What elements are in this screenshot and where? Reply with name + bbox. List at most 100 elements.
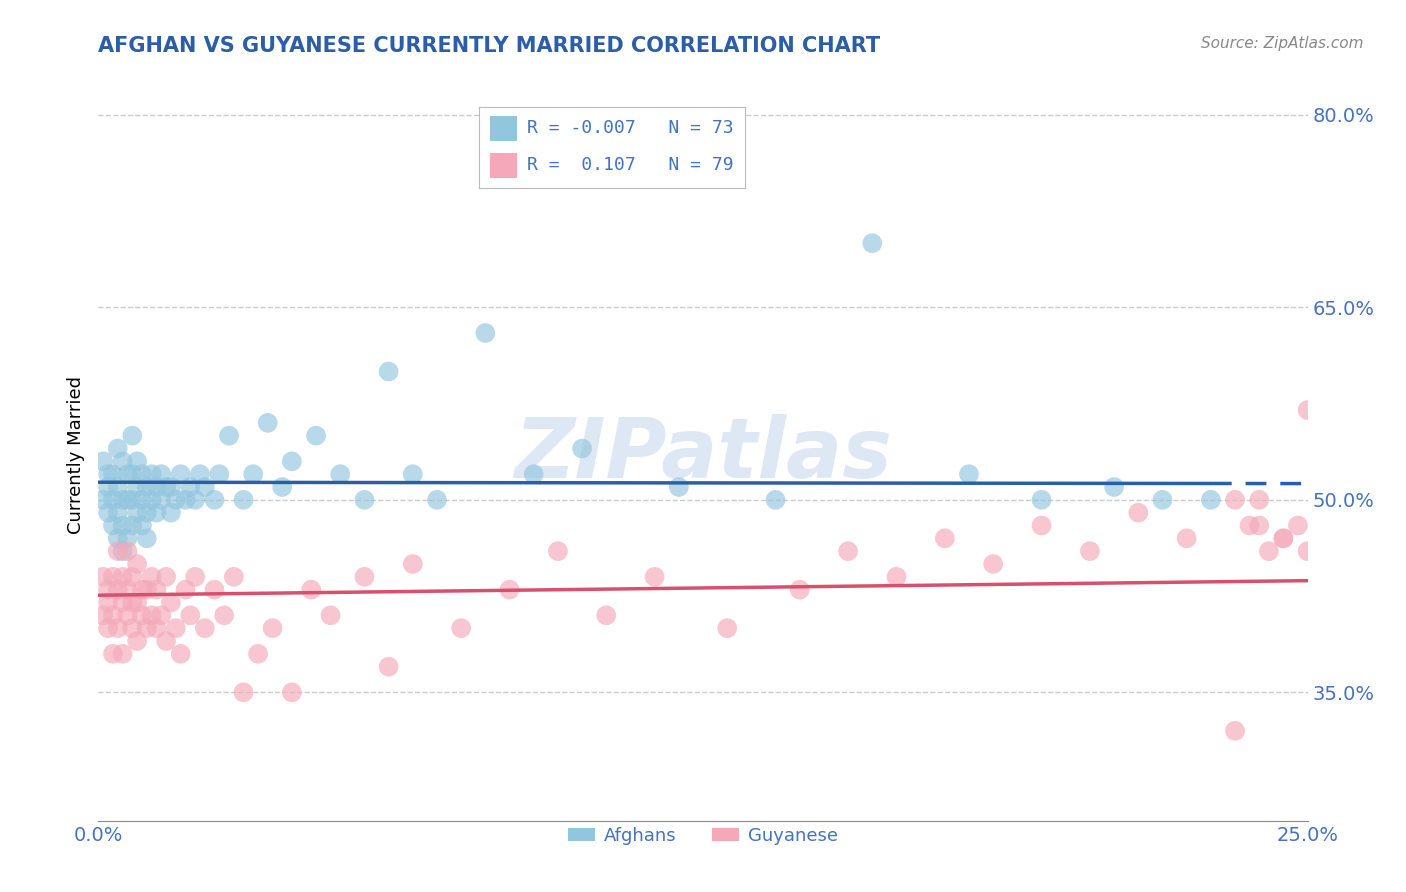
Point	[107, 480, 129, 494]
Point	[184, 570, 207, 584]
Point	[1223, 492, 1246, 507]
Point	[135, 621, 157, 635]
Point	[184, 492, 207, 507]
Point	[1031, 492, 1053, 507]
Point	[218, 428, 240, 442]
Point	[174, 492, 197, 507]
Point	[450, 621, 472, 635]
Point	[111, 595, 134, 609]
Text: AFGHAN VS GUYANESE CURRENTLY MARRIED CORRELATION CHART: AFGHAN VS GUYANESE CURRENTLY MARRIED COR…	[98, 36, 880, 55]
Point	[97, 480, 120, 494]
Point	[150, 492, 173, 507]
Point	[402, 467, 425, 482]
Point	[222, 570, 245, 584]
Point	[145, 480, 167, 494]
Point	[107, 506, 129, 520]
Point	[262, 621, 284, 635]
Point	[117, 492, 139, 507]
Point	[644, 570, 666, 584]
Point	[141, 467, 163, 482]
Point	[1296, 544, 1319, 558]
Point	[174, 582, 197, 597]
Point	[135, 532, 157, 546]
Point	[319, 608, 342, 623]
Point	[765, 492, 787, 507]
Point	[107, 621, 129, 635]
Point	[1128, 506, 1150, 520]
Point	[789, 582, 811, 597]
Point	[111, 570, 134, 584]
Point	[1223, 723, 1246, 738]
Point	[595, 608, 617, 623]
Point	[121, 467, 143, 482]
Point	[1286, 518, 1309, 533]
Point	[111, 647, 134, 661]
Point	[160, 595, 183, 609]
Point	[127, 480, 149, 494]
Point	[204, 492, 226, 507]
Point	[141, 608, 163, 623]
Point	[117, 582, 139, 597]
Point	[281, 454, 304, 468]
Point	[141, 492, 163, 507]
Point	[127, 506, 149, 520]
Point	[165, 621, 187, 635]
Point	[135, 582, 157, 597]
Point	[135, 480, 157, 494]
Point	[117, 544, 139, 558]
Point	[91, 454, 114, 468]
Point	[934, 532, 956, 546]
Point	[498, 582, 520, 597]
Point	[571, 442, 593, 456]
Point	[160, 480, 183, 494]
Point	[860, 236, 883, 251]
Point	[117, 608, 139, 623]
Point	[107, 442, 129, 456]
Point	[981, 557, 1004, 571]
Point	[121, 492, 143, 507]
Point	[194, 480, 217, 494]
Point	[127, 557, 149, 571]
Point	[107, 544, 129, 558]
Point	[131, 492, 153, 507]
Point	[547, 544, 569, 558]
Point	[353, 570, 375, 584]
Point	[121, 518, 143, 533]
Point	[155, 480, 177, 494]
Point	[91, 492, 114, 507]
Point	[426, 492, 449, 507]
Point	[91, 608, 114, 623]
Point	[135, 506, 157, 520]
Point	[232, 492, 254, 507]
Point	[402, 557, 425, 571]
Point	[377, 364, 399, 378]
Point	[101, 570, 124, 584]
Point	[101, 467, 124, 482]
Point	[1031, 518, 1053, 533]
Point	[329, 467, 352, 482]
Point	[523, 467, 546, 482]
Point	[127, 634, 149, 648]
Point	[111, 544, 134, 558]
Point	[97, 582, 120, 597]
Point	[194, 621, 217, 635]
Y-axis label: Currently Married: Currently Married	[66, 376, 84, 534]
Point	[150, 608, 173, 623]
Text: Source: ZipAtlas.com: Source: ZipAtlas.com	[1201, 36, 1364, 51]
Point	[1257, 544, 1279, 558]
Point	[127, 454, 149, 468]
Point	[1296, 403, 1319, 417]
Point	[117, 467, 139, 482]
Point	[141, 570, 163, 584]
Point	[145, 506, 167, 520]
Point	[131, 608, 153, 623]
Point	[131, 467, 153, 482]
Text: ZIPatlas: ZIPatlas	[515, 415, 891, 495]
Point	[179, 608, 201, 623]
Point	[299, 582, 322, 597]
Legend: Afghans, Guyanese: Afghans, Guyanese	[561, 820, 845, 852]
Point	[101, 647, 124, 661]
Point	[121, 595, 143, 609]
Point	[204, 582, 226, 597]
Point	[256, 416, 278, 430]
